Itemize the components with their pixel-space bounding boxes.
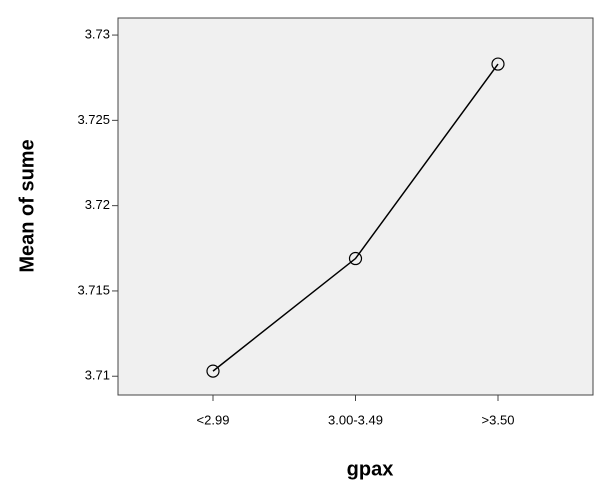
x-tick-label: 3.00-3.49 [328, 412, 383, 427]
y-tick-label: 3.72 [85, 197, 110, 212]
y-tick-label: 3.71 [85, 368, 110, 383]
y-tick-label: 3.73 [85, 26, 110, 41]
point [348, 251, 363, 266]
point [491, 57, 505, 71]
y-tick-label: 3.715 [77, 282, 110, 297]
point [206, 364, 220, 378]
line [212, 63, 499, 372]
y-axis-title: Mean of sume [16, 139, 38, 272]
x-axis-title: gpax [347, 458, 394, 480]
plot-area [117, 17, 594, 396]
y-tick-label: 3.725 [77, 112, 110, 127]
x-tick-label: <2.99 [197, 412, 230, 427]
x-tick-label: >3.50 [482, 412, 515, 427]
